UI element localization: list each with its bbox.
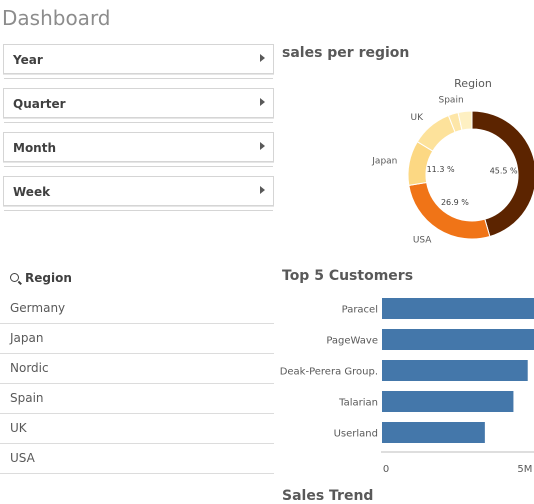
filter-month-label: Month bbox=[13, 141, 57, 155]
list-item[interactable]: Nordic bbox=[0, 354, 274, 384]
top-customers-title: Top 5 Customers bbox=[282, 268, 414, 284]
filter-quarter[interactable]: Quarter bbox=[3, 88, 274, 123]
bar-category-label: Talarian bbox=[338, 398, 378, 409]
filter-month[interactable]: Month bbox=[3, 132, 274, 167]
donut-category-label: UK bbox=[411, 113, 425, 123]
region-list-title: Region bbox=[25, 271, 72, 285]
region-list-header[interactable]: Region bbox=[10, 271, 72, 285]
customer-bar bbox=[382, 360, 528, 381]
customer-bar bbox=[382, 391, 514, 412]
list-item[interactable]: USA bbox=[0, 444, 274, 474]
customer-bar bbox=[382, 298, 534, 319]
x-tick-label: 5M bbox=[517, 464, 532, 475]
x-tick-label: 0 bbox=[383, 464, 389, 475]
donut-percent-label: 11.3 % bbox=[427, 165, 455, 174]
bar-category-label: Userland bbox=[334, 429, 378, 440]
list-item[interactable]: UK bbox=[0, 414, 274, 444]
expand-arrow-icon bbox=[260, 142, 265, 150]
filter-divider bbox=[4, 166, 273, 167]
sales-per-region-title: sales per region bbox=[282, 45, 410, 61]
donut-slice bbox=[407, 141, 434, 186]
filter-year-label: Year bbox=[13, 53, 43, 67]
donut-percent-label: 26.9 % bbox=[441, 198, 469, 207]
filter-divider bbox=[4, 122, 273, 123]
bar-category-label: PageWave bbox=[326, 336, 378, 347]
donut-slice bbox=[457, 110, 473, 131]
expand-arrow-icon bbox=[260, 54, 265, 62]
filter-divider bbox=[4, 210, 273, 211]
donut-category-label: Japan bbox=[371, 157, 397, 167]
bar-category-label: Deak-Perera Group. bbox=[280, 367, 378, 378]
donut-legend-title: Region bbox=[454, 77, 492, 90]
donut-slice bbox=[408, 181, 491, 240]
donut-slice bbox=[471, 110, 534, 238]
list-item[interactable]: Japan bbox=[0, 324, 274, 354]
page-title: Dashboard bbox=[2, 6, 111, 30]
donut-category-label: USA bbox=[413, 235, 432, 245]
donut-slice bbox=[416, 114, 456, 152]
sales-trend-title: Sales Trend bbox=[282, 488, 374, 504]
customer-bar bbox=[382, 422, 485, 443]
list-item[interactable]: Germany bbox=[0, 294, 274, 324]
bar-category-label: Paracel bbox=[342, 305, 378, 316]
expand-arrow-icon bbox=[260, 186, 265, 194]
filter-week[interactable]: Week bbox=[3, 176, 274, 211]
filter-divider bbox=[4, 78, 273, 79]
list-item[interactable]: Spain bbox=[0, 384, 274, 414]
filter-week-label: Week bbox=[13, 185, 51, 199]
filter-quarter-label: Quarter bbox=[13, 97, 66, 111]
donut-slice bbox=[447, 111, 463, 133]
expand-arrow-icon bbox=[260, 98, 265, 106]
filter-year[interactable]: Year bbox=[3, 44, 274, 79]
region-list: Germany Japan Nordic Spain UK USA bbox=[0, 294, 274, 474]
search-icon[interactable] bbox=[10, 273, 19, 282]
donut-category-label: Spain bbox=[439, 95, 464, 105]
donut-percent-label: 45.5 % bbox=[490, 166, 518, 175]
customer-bar bbox=[382, 329, 534, 350]
